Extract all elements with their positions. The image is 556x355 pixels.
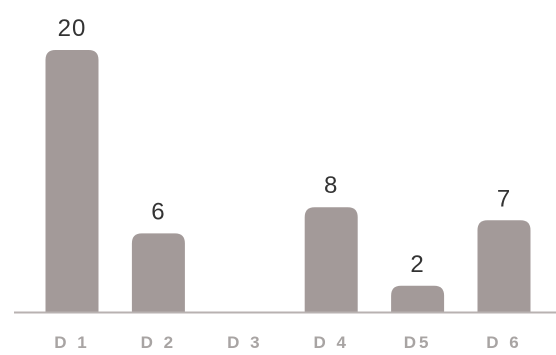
category-label-4: D 4: [313, 333, 348, 352]
category-label-3: D 3: [227, 333, 262, 352]
category-labels-group: D 1 D 2 D 3 D 4 D5 D 6: [54, 333, 521, 352]
value-label-1: 20: [58, 15, 87, 42]
bar-4: [304, 207, 358, 312]
bar-6: [477, 220, 531, 312]
value-label-5: 2: [410, 251, 424, 278]
category-label-1: D 1: [54, 333, 89, 352]
bars-group: [45, 50, 531, 312]
value-label-4: 8: [324, 172, 338, 199]
bar-1: [45, 50, 99, 312]
bar-5: [391, 285, 445, 312]
value-labels-group: 20 6 8 2 7: [58, 15, 511, 278]
category-label-6: D 6: [486, 333, 521, 352]
category-label-2: D 2: [141, 333, 176, 352]
value-label-2: 6: [151, 198, 165, 225]
value-label-6: 7: [497, 185, 511, 212]
bar-2: [131, 233, 185, 312]
category-label-5: D5: [404, 333, 432, 352]
